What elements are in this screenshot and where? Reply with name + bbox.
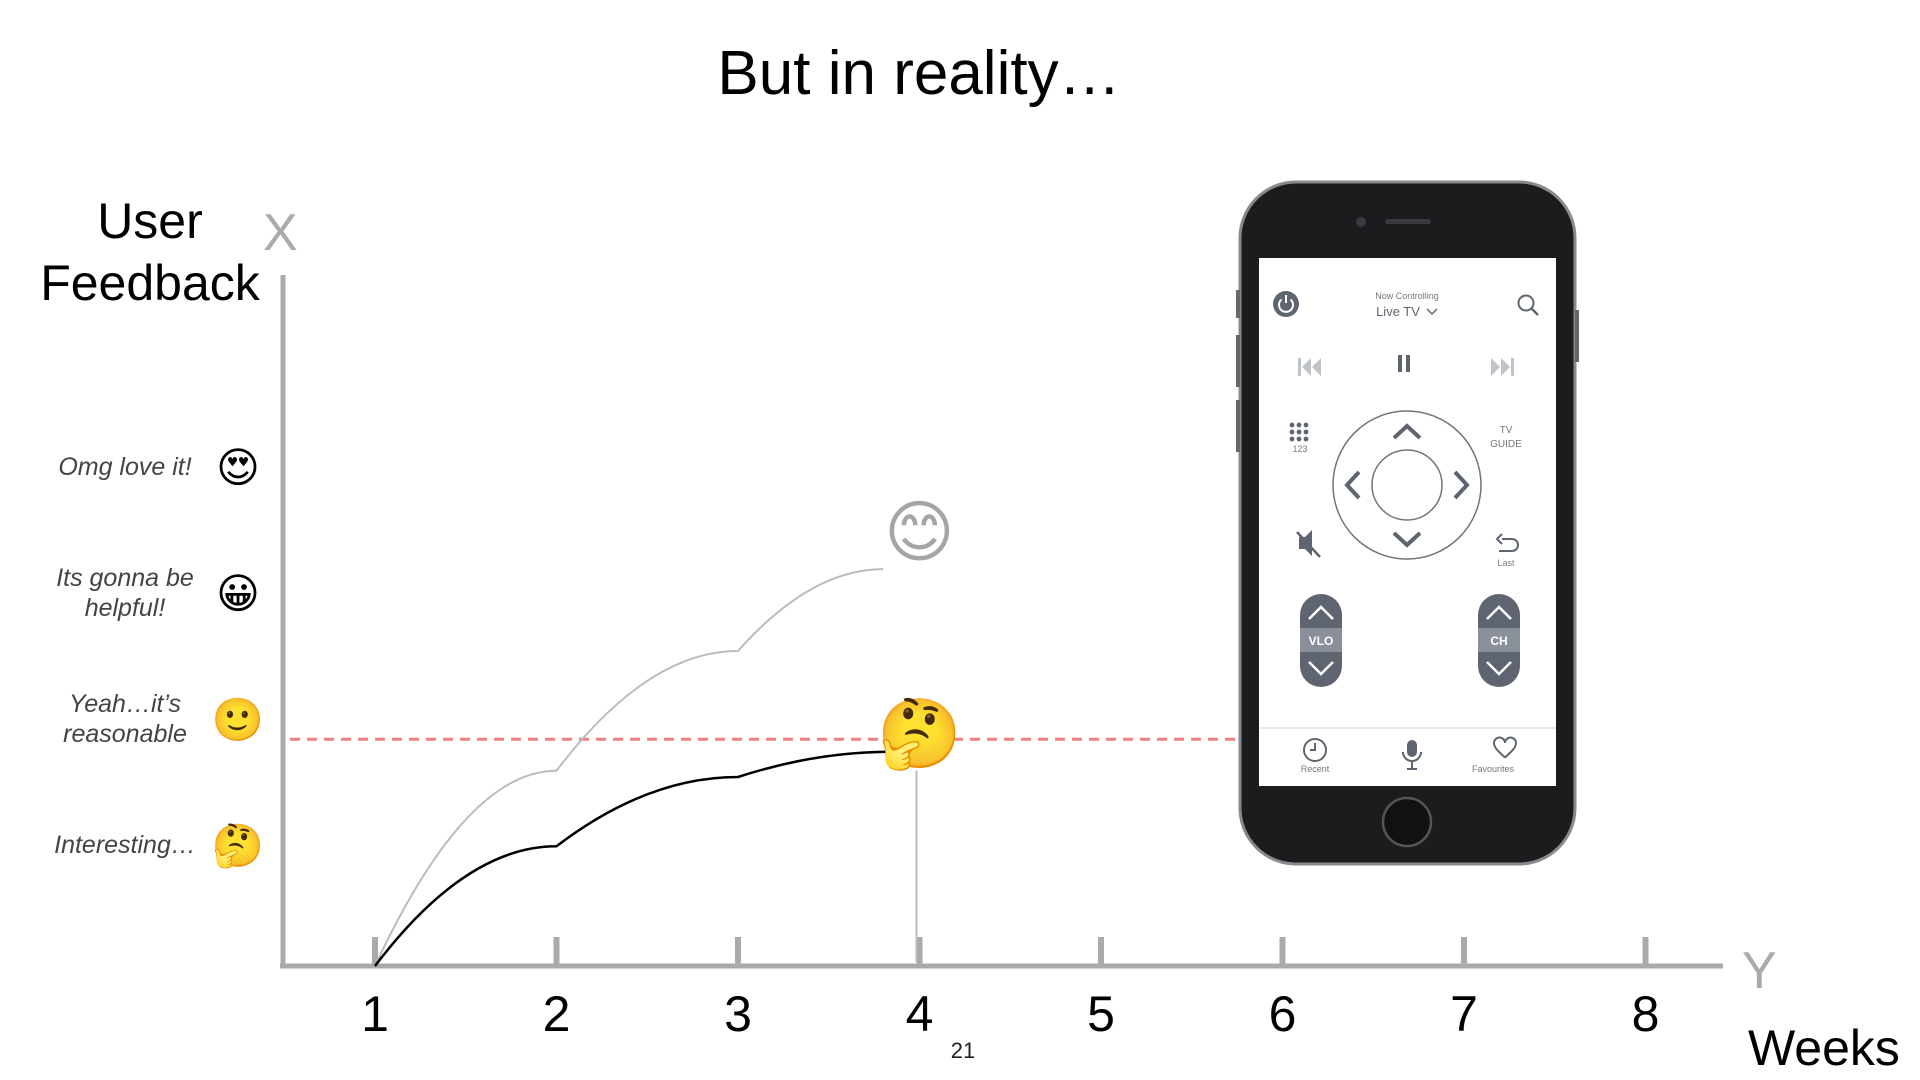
y-level-label: Interesting… [54,831,196,859]
chevron-down-icon[interactable] [1392,531,1422,548]
x-tick-label: 1 [361,986,389,1042]
channel-label: CH [1490,634,1507,648]
tab-recent[interactable]: Recent [1301,764,1330,774]
chevron-down-icon[interactable] [1486,661,1512,676]
slide-title: But in reality… [717,39,1121,108]
now-controlling-label: Now Controlling [1375,291,1439,301]
x-axis-label: Weeks [1748,1020,1900,1076]
y-level-label: reasonable [63,720,187,748]
y-level-label: Yeah…it’s [69,690,181,718]
phone-side-button [1575,310,1579,362]
series-end-emoji-expected: 😊 [884,494,955,570]
power-icon [1278,298,1294,313]
x-tick-label: 8 [1632,986,1660,1042]
volume-rocker-band [1300,628,1342,652]
y-level-emoji: 😍 [216,444,260,491]
y-level-label: helpful! [85,594,166,622]
y-axis-label-line-2: Feedback [40,255,261,311]
y-level-label: Omg love it! [58,453,191,481]
x-tick-label: 2 [543,986,571,1042]
tv-guide-button[interactable]: TV [1500,425,1513,436]
rewind-icon[interactable] [1298,358,1321,376]
search-icon [1530,307,1539,316]
x-tick-label: 3 [724,986,752,1042]
microphone-icon[interactable] [1402,740,1422,770]
back-arrow-icon[interactable] [1495,533,1519,552]
phone-side-button [1236,290,1240,318]
search-icon[interactable] [1517,294,1535,312]
chevron-up-icon[interactable] [1486,605,1512,620]
numpad-icon[interactable] [1289,422,1309,442]
tab-favourites[interactable]: Favourites [1472,764,1515,774]
tv-guide-label: GUIDE [1490,439,1522,450]
numpad-dot [1289,429,1295,435]
numpad-label: 123 [1292,444,1307,454]
y-axis-letter: X [263,204,298,262]
volume-label: VLO [1309,634,1334,648]
front-camera-icon [1356,217,1366,227]
last-label: Last [1497,558,1515,568]
x-tick-label: 5 [1087,986,1115,1042]
pause-icon[interactable] [1398,355,1410,372]
source-select[interactable]: Live TV [1376,304,1420,319]
dpad-ok-button[interactable] [1371,449,1443,521]
x-tick-label: 4 [906,986,934,1042]
series-line-actual [374,750,893,967]
home-button[interactable] [1381,796,1433,848]
page-number: 21 [951,1038,975,1063]
phone-side-button [1236,335,1240,387]
chevron-left-icon[interactable] [1344,470,1361,500]
y-level-emoji: 🙂 [212,696,264,743]
series-end-emoji-actual: 🤔 [877,696,962,772]
power-icon[interactable] [1273,291,1299,317]
phone-mockup: Now Controlling Live TV 123 TV GUIDE [1236,180,1579,866]
numpad-dot [1296,436,1302,442]
x-axis-letter: Y [1742,942,1777,1000]
x-tick-label: 7 [1450,986,1478,1042]
dpad-ring[interactable] [1332,410,1482,560]
y-axis-label-line-1: User [97,193,203,249]
clock-icon[interactable] [1303,738,1327,762]
chevron-right-icon[interactable] [1453,470,1470,500]
chevron-down-icon[interactable] [1308,661,1334,676]
phone-side-button [1236,400,1240,452]
numpad-dot [1289,436,1295,442]
chevron-down-icon [1426,308,1438,316]
heart-icon[interactable] [1492,736,1518,759]
numpad-dot [1303,436,1309,442]
series: 😊🤔 [290,494,1240,967]
numpad-dot [1289,422,1295,428]
y-level-label: Its gonna be [56,564,194,592]
phone-screen [1259,258,1556,786]
fast-forward-icon[interactable] [1491,358,1514,376]
y-level-emoji: 😀 [216,570,260,617]
numpad-dot [1303,429,1309,435]
x-tick-label: 6 [1269,986,1297,1042]
mute-icon[interactable] [1296,530,1321,558]
chevron-up-icon[interactable] [1392,423,1422,440]
numpad-dot [1296,429,1302,435]
y-level-emoji: 🤔 [212,822,264,870]
numpad-dot [1296,422,1302,428]
clock-icon [1310,743,1316,751]
channel-rocker-band [1478,628,1520,652]
x-ticks: 1 2 3 4 5 6 7 8 [361,937,1659,1042]
numpad-dot [1303,422,1309,428]
chevron-up-icon[interactable] [1308,605,1334,620]
earpiece [1385,219,1431,224]
series-line-expected [374,568,884,967]
